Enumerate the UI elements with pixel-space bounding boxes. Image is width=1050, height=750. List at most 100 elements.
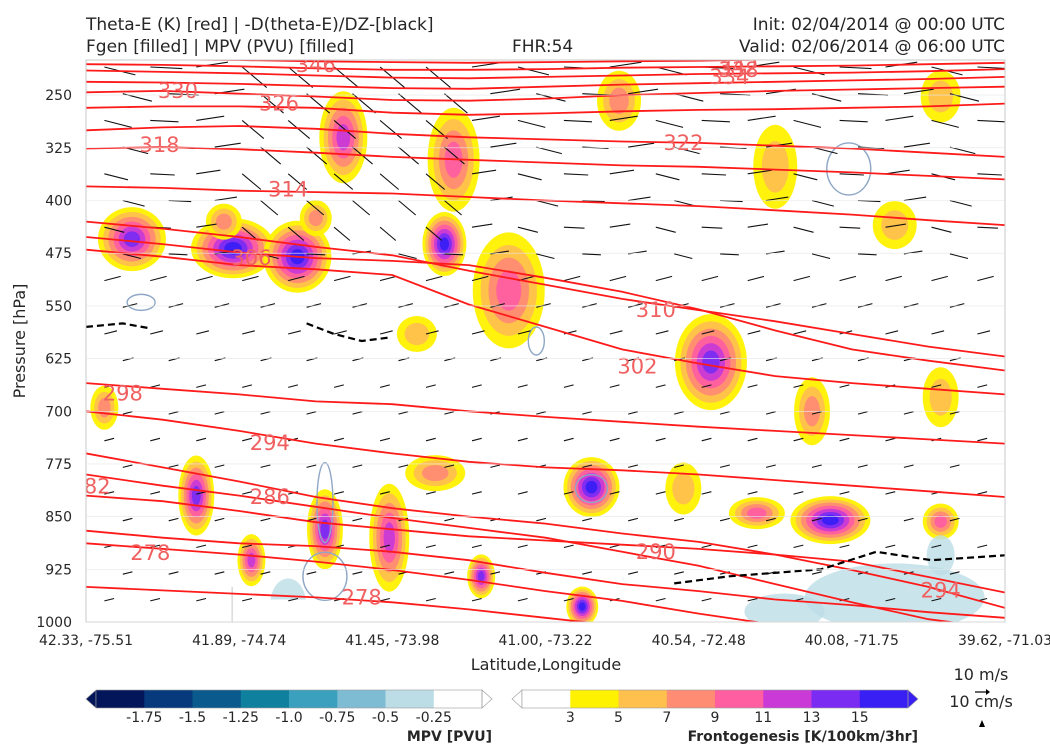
wind-vector-16-19: [977, 491, 988, 495]
mpv-colorbar-swatch-4: [289, 690, 338, 708]
wind-vector-9-14: [765, 303, 781, 308]
wind-vector-10-13: [701, 330, 715, 335]
wind-vector-0-5: [333, 66, 359, 89]
mpv-colorbar-tick-5: -0.5: [372, 710, 399, 726]
mpv-colorbar-tick-0: -1.75: [126, 710, 162, 726]
wind-vector-5-15: [811, 199, 834, 207]
theta-e-line-12: [86, 382, 1005, 445]
stability-contour-2: [674, 550, 1005, 585]
wind-vector-4-5: [333, 173, 354, 190]
wind-vector-20-8: [471, 597, 482, 602]
wind-vector-14-2: [196, 437, 207, 442]
wind-vector-7-13: [720, 253, 739, 256]
wind-vector-10-4: [288, 330, 301, 335]
fgen-colorbar-tick-1: 5: [614, 710, 623, 726]
wind-vector-3-7: [444, 146, 465, 165]
wind-vector-7-9: [536, 253, 555, 260]
wind-vector-4-15: [793, 173, 818, 181]
wind-vector-15-1: [168, 464, 179, 468]
wind-vector-20-0: [104, 597, 115, 602]
wind-vector-9-5: [352, 303, 368, 308]
wind-vector-15-2: [214, 464, 225, 468]
wind-vector-15-13: [719, 464, 730, 468]
wind-vector-12-7: [425, 384, 436, 388]
wind-vector-20-13: [701, 597, 712, 602]
wind-vector-16-3: [242, 491, 253, 495]
wind-vector-10-0: [104, 330, 118, 335]
fgen-blob-29-level-2: [404, 322, 430, 346]
theta-e-label-16: 286: [250, 485, 290, 509]
fill-layer: [90, 70, 985, 622]
mpv-colorbar-tick-6: -0.25: [416, 710, 452, 726]
fgen-colorbar-tick-2: 7: [662, 710, 671, 726]
title-right-line2: Valid: 02/06/2014 @ 06:00 UTC: [739, 37, 1005, 57]
fgen-blob-0-level-6: [123, 231, 141, 247]
theta-e-line-17: [86, 473, 958, 622]
fgen-blob-13-level-6: [320, 519, 330, 539]
wind-vector-15-11: [628, 464, 639, 468]
wind-vector-16-1: [150, 491, 161, 495]
wind-vector-13-6: [398, 411, 409, 415]
y-axis: 250 325 400 475 550 625 700 775 850 925 1000: [36, 88, 1005, 631]
mpv-colorbar-tick-2: -1.25: [223, 710, 259, 726]
wind-vector-6-2: [196, 223, 217, 228]
theta-e-line-16: [86, 452, 1005, 609]
wind-vector-13-13: [719, 411, 730, 415]
wind-vector-7-10: [582, 253, 601, 256]
wind-vector-12-14: [747, 384, 758, 388]
stability-contour-0: [86, 322, 151, 330]
wind-vector-2-18: [931, 119, 959, 128]
x-tick-label-1: 41.89, -74.74: [192, 633, 286, 649]
wind-vector-5-11: [628, 196, 651, 202]
wind-vector-12-16: [839, 384, 850, 388]
wind-vector-3-11: [628, 142, 655, 148]
wind-vector-20-4: [288, 597, 299, 602]
wind-vector-5-0: [122, 199, 145, 207]
wind-vector-0-9: [517, 66, 550, 76]
wind-vector-5-2: [214, 196, 237, 202]
wind-vector-4-0: [104, 173, 129, 181]
fgen-colorbar-swatch-6: [811, 690, 861, 708]
wind-vector-20-9: [517, 597, 528, 602]
wind-vector-6-10: [563, 226, 585, 229]
wind-vector-2-1: [150, 119, 179, 123]
wind-vector-13-11: [628, 411, 639, 415]
wind-vector-10-6: [379, 330, 393, 335]
wind-vector-6-5: [333, 226, 351, 241]
wind-vector-10-12: [655, 330, 669, 335]
wind-vector-9-13: [719, 303, 735, 308]
wind-vector-2-11: [609, 115, 638, 121]
wind-key-vertical: 10 cm/s: [949, 692, 1013, 711]
wind-vector-4-10: [563, 173, 589, 176]
wind-vector-19-1: [168, 571, 179, 575]
wind-vector-10-3: [242, 330, 255, 335]
theta-e-line-7: [86, 146, 1005, 181]
fgen-blob-20-level-3: [609, 87, 629, 115]
wind-vector-8-3: [242, 275, 259, 282]
wind-vector-14-7: [425, 437, 436, 442]
wind-vector-12-5: [333, 384, 344, 388]
wind-vector-1-3: [260, 93, 284, 114]
wind-vector-2-10: [563, 119, 593, 123]
wind-vector-8-10: [563, 275, 581, 282]
wind-vector-15-16: [857, 464, 868, 468]
wind-vector-18-13: [701, 544, 712, 549]
wind-vector-20-3: [242, 597, 253, 602]
theta-e-line-15: [86, 494, 1005, 594]
wind-vector-6-12: [655, 226, 676, 233]
wind-vector-7-0: [122, 253, 142, 260]
wind-vector-3-4: [306, 146, 328, 165]
wind-vector-20-14: [747, 597, 758, 602]
theta-e-line-1: [86, 61, 1005, 71]
wind-vector-18-11: [609, 544, 620, 549]
wind-vector-7-15: [811, 253, 831, 260]
wind-vector-6-0: [104, 226, 125, 233]
wind-vector-13-5: [352, 411, 363, 415]
wind-vector-20-17: [885, 597, 896, 602]
wind-vector-1-8: [490, 88, 521, 95]
fgen-colorbar-arrow-left: [511, 689, 523, 709]
wind-vector-17-7: [444, 517, 455, 522]
wind-vector-13-4: [306, 411, 317, 415]
wind-vector-18-19: [977, 544, 988, 549]
theta-e-label-14: 294: [921, 578, 961, 602]
